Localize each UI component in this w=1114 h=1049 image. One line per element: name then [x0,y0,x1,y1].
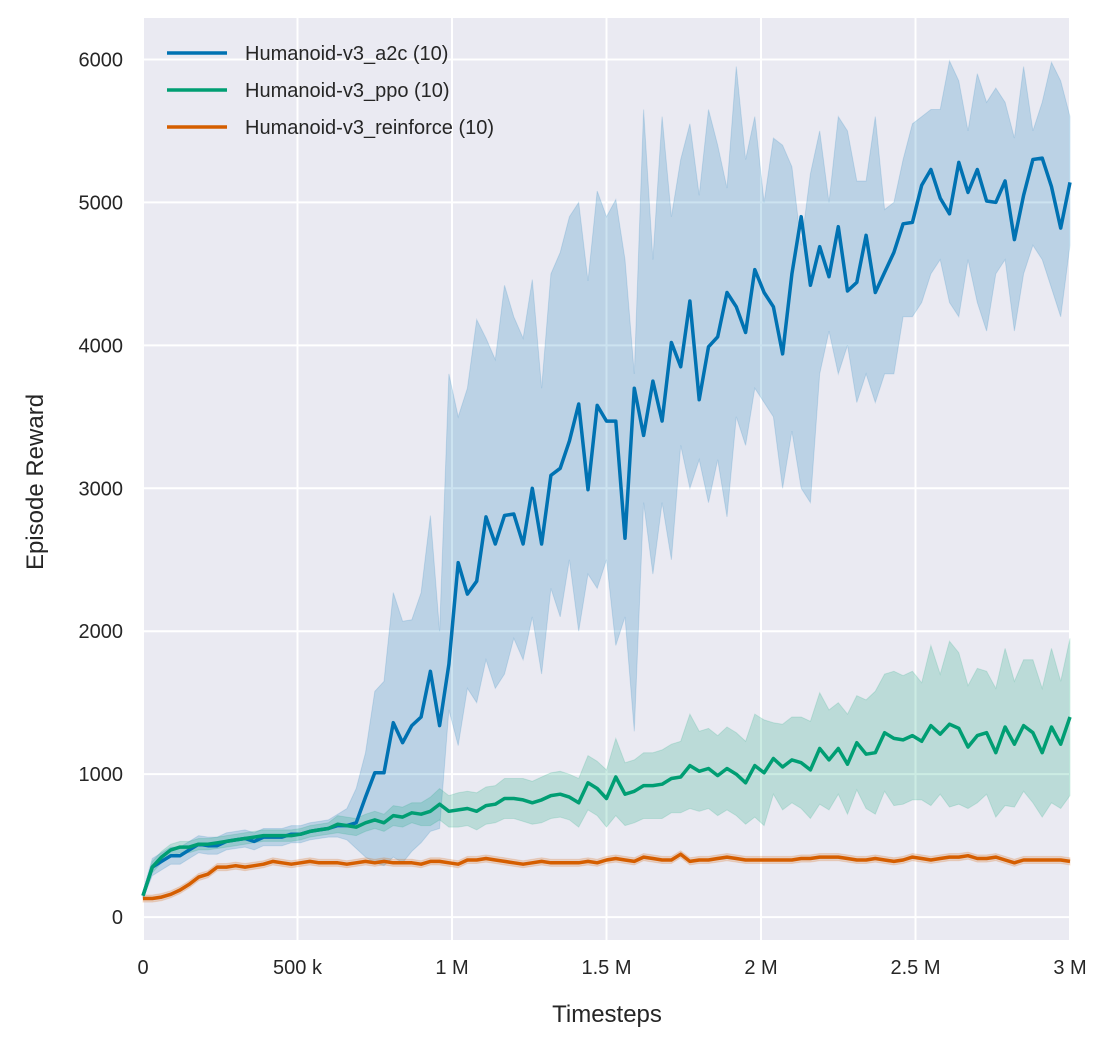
y-tick-labels: 0 1000 2000 3000 4000 5000 6000 [79,49,124,929]
legend-item: Humanoid-v3_a2c (10) [167,43,448,65]
confidence-band-0 [142,59,1071,899]
series-line-1 [141,716,1072,897]
y-tick-label: 6000 [79,49,124,71]
y-tick-label: 1000 [79,764,124,786]
series-lines [141,156,1072,901]
legend-item: Humanoid-v3_ppo (10) [167,80,450,102]
x-tick-label: 500 k [273,957,323,979]
grid [142,18,1071,940]
legend: Humanoid-v3_a2c (10) Humanoid-v3_ppo (10)… [167,43,494,139]
legend-label: Humanoid-v3_reinforce (10) [245,117,494,139]
legend-label: Humanoid-v3_a2c (10) [245,43,448,65]
x-tick-label: 0 [137,957,148,979]
y-tick-label: 3000 [79,478,124,500]
x-axis-label: Timesteps [552,1001,662,1028]
y-tick-label: 4000 [79,335,124,357]
x-tick-label: 2.5 M [890,957,940,979]
y-axis-label: Episode Reward [22,394,49,570]
legend-label: Humanoid-v3_ppo (10) [245,80,450,102]
x-tick-label: 1 M [435,957,468,979]
legend-item: Humanoid-v3_reinforce (10) [167,117,494,139]
y-tick-label: 0 [112,907,123,929]
y-tick-label: 5000 [79,192,124,214]
x-tick-label: 1.5 M [581,957,631,979]
x-tick-labels: 0 500 k 1 M 1.5 M 2 M 2.5 M 3 M [137,957,1086,979]
x-tick-label: 2 M [744,957,777,979]
y-tick-label: 2000 [79,621,124,643]
series-line-2 [143,852,1071,901]
x-tick-label: 3 M [1053,957,1086,979]
confidence-band-1 [142,638,1071,899]
